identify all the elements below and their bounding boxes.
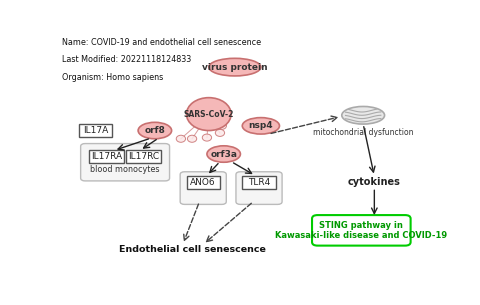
- Ellipse shape: [202, 134, 212, 141]
- Text: TLR4: TLR4: [248, 178, 270, 187]
- Ellipse shape: [187, 135, 197, 142]
- Text: mitochondrial dysfunction: mitochondrial dysfunction: [313, 128, 413, 137]
- Text: SARS-CoV-2: SARS-CoV-2: [184, 109, 234, 119]
- Text: IL17RA: IL17RA: [91, 152, 122, 161]
- Ellipse shape: [138, 122, 172, 139]
- FancyBboxPatch shape: [79, 124, 112, 137]
- Text: ANO6: ANO6: [191, 178, 216, 187]
- Text: Last Modified: 20221118124833: Last Modified: 20221118124833: [62, 56, 191, 64]
- Text: IL17A: IL17A: [83, 126, 108, 135]
- Ellipse shape: [217, 122, 227, 129]
- Ellipse shape: [209, 58, 261, 76]
- FancyBboxPatch shape: [187, 176, 220, 189]
- Ellipse shape: [207, 146, 240, 162]
- FancyBboxPatch shape: [180, 172, 226, 204]
- Text: STING pathway in
Kawasaki-like disease and COVID-19: STING pathway in Kawasaki-like disease a…: [275, 221, 447, 240]
- Ellipse shape: [242, 118, 279, 134]
- Ellipse shape: [186, 98, 231, 131]
- FancyBboxPatch shape: [236, 172, 282, 204]
- FancyBboxPatch shape: [312, 215, 410, 246]
- Ellipse shape: [210, 117, 219, 124]
- FancyBboxPatch shape: [242, 176, 276, 189]
- Ellipse shape: [176, 135, 186, 142]
- Text: virus protein: virus protein: [202, 63, 268, 72]
- Text: Name: COVID-19 and endothelial cell senescence: Name: COVID-19 and endothelial cell sene…: [62, 38, 261, 47]
- Text: IL17RC: IL17RC: [128, 152, 159, 161]
- FancyBboxPatch shape: [126, 150, 161, 163]
- Text: nsp4: nsp4: [249, 121, 273, 130]
- Text: Endothelial cell senescence: Endothelial cell senescence: [119, 245, 265, 254]
- FancyBboxPatch shape: [81, 144, 169, 181]
- Text: orf8: orf8: [144, 126, 165, 135]
- Ellipse shape: [216, 129, 225, 136]
- FancyBboxPatch shape: [89, 150, 124, 163]
- Text: Organism: Homo sapiens: Organism: Homo sapiens: [62, 73, 163, 82]
- Text: cytokines: cytokines: [348, 177, 401, 187]
- Ellipse shape: [342, 106, 384, 124]
- Text: orf3a: orf3a: [210, 149, 237, 159]
- Text: blood monocytes: blood monocytes: [90, 165, 160, 174]
